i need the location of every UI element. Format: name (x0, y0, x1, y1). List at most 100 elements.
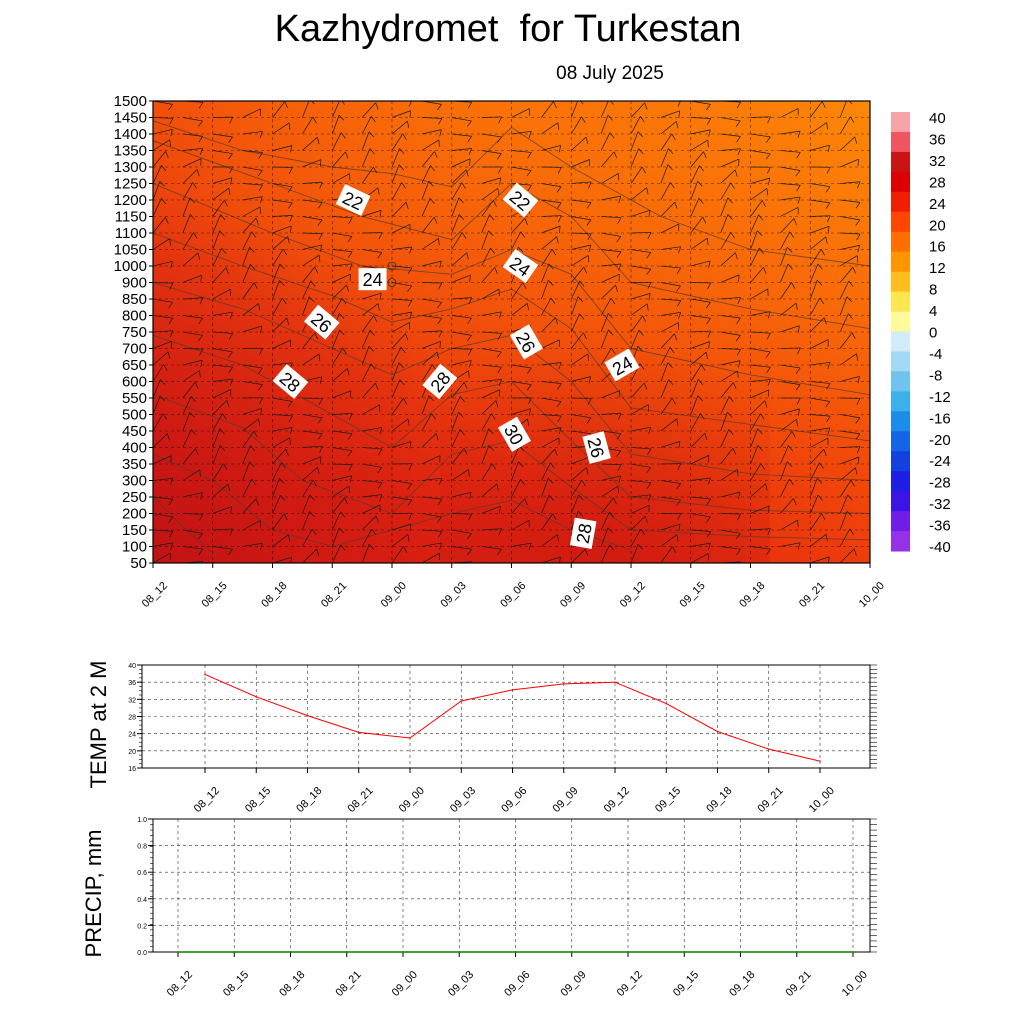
wind-barb-flag (469, 275, 471, 283)
wind-barb (600, 115, 609, 135)
x-tick-label: 08_12 (165, 969, 195, 999)
wind-barb (690, 455, 709, 465)
wind-barb (810, 437, 829, 448)
wind-barb (481, 364, 502, 368)
wind-barb (153, 379, 161, 399)
wind-barb (810, 215, 831, 217)
y-tick-label: 1.0 (137, 817, 147, 824)
colorbar-swatch (891, 371, 910, 392)
wind-barb (630, 515, 646, 531)
wind-barb-flag (640, 528, 646, 536)
wind-barb (481, 463, 493, 481)
wind-barb-flag (169, 238, 171, 246)
wind-barb-flag (499, 177, 502, 185)
wind-barb (242, 101, 244, 102)
y-tick-label: 24 (128, 732, 136, 739)
wind-barb (242, 166, 263, 171)
wind-barb-flag (348, 464, 353, 471)
wind-barb-flag (677, 513, 682, 520)
wind-barb (630, 447, 651, 450)
wind-barb-flag (402, 133, 407, 140)
wind-barb (541, 494, 550, 514)
wind-barb (630, 293, 651, 300)
x-tick-label: 09_06 (499, 785, 529, 815)
wind-barb-flag (339, 313, 345, 319)
wind-barb (541, 414, 562, 417)
x-tick-label: 10_00 (840, 969, 870, 999)
wind-barb-flag (887, 486, 888, 493)
wind-barb-flag (467, 317, 472, 325)
wind-barb-flag (498, 116, 502, 124)
data-point (683, 951, 686, 953)
temperature-field (153, 101, 870, 563)
wind-barb-flag (795, 367, 801, 374)
data-point (739, 951, 742, 953)
wind-barb-flag (847, 82, 852, 87)
wind-barb (720, 169, 736, 184)
wind-barb (302, 101, 303, 102)
data-point (665, 702, 668, 705)
wind-barb-flag (528, 397, 532, 405)
wind-barb (780, 166, 801, 171)
wind-barb-flag (468, 148, 472, 156)
wind-barb (421, 298, 442, 303)
wind-barb (212, 187, 230, 201)
wind-barb-flag (338, 527, 345, 534)
wind-barb (600, 132, 611, 151)
wind-barb (780, 431, 793, 448)
x-tick-label: 09_00 (390, 969, 420, 999)
wind-barb-flag (789, 478, 794, 485)
wind-barb (750, 133, 771, 138)
wind-barb (212, 506, 232, 514)
wind-barb-flag (855, 467, 858, 475)
wind-barb-flag (883, 152, 886, 158)
wind-barb (869, 464, 870, 465)
wind-barb (391, 164, 400, 184)
wind-barb-flag (846, 511, 853, 517)
wind-barb (331, 297, 343, 316)
wind-barb-flag (375, 102, 379, 110)
wind-barb (421, 477, 442, 481)
wind-barb-flag (878, 99, 882, 104)
wind-barb (481, 247, 491, 267)
wind-barb-flag (379, 427, 383, 435)
wind-barb-flag (228, 333, 233, 340)
wind-barb-flag (198, 533, 203, 540)
wind-barb (451, 232, 463, 250)
wind-barb (451, 148, 472, 151)
wind-barb-flag (468, 370, 470, 378)
wind-barb-flag (556, 401, 562, 408)
wind-barb-flag (466, 120, 472, 127)
wind-barb (361, 303, 379, 316)
wind-barb-flag (347, 433, 353, 440)
wind-barb (332, 101, 333, 102)
wind-barb (332, 447, 353, 452)
wind-barb (361, 504, 381, 514)
wind-barb (212, 428, 221, 448)
wind-barb-flag (558, 427, 562, 435)
wind-barb-flag (379, 494, 383, 502)
wind-barb (511, 364, 532, 369)
wind-barb-flag (548, 494, 554, 501)
wind-barb (362, 494, 383, 498)
wind-barb (810, 339, 829, 349)
wind-barb-flag (497, 188, 500, 196)
wind-barb-flag (409, 312, 413, 319)
colorbar-label: 8 (929, 282, 937, 299)
wind-barb (809, 101, 823, 118)
wind-barb (600, 511, 610, 531)
wind-barb (332, 232, 353, 237)
wind-barb-flag (405, 202, 409, 210)
wind-barb (153, 129, 173, 135)
wind-barb-flag (221, 247, 227, 255)
wind-barb-flag (706, 238, 709, 246)
wind-barb (361, 363, 372, 382)
colorbar-label: -8 (929, 367, 942, 384)
wind-barb (481, 267, 496, 283)
wind-barb (750, 267, 764, 283)
wind-barb (600, 527, 609, 547)
wind-barb-flag (370, 363, 376, 370)
wind-barb (332, 475, 352, 481)
wind-barb-flag (469, 492, 472, 500)
wind-barb (481, 150, 502, 154)
